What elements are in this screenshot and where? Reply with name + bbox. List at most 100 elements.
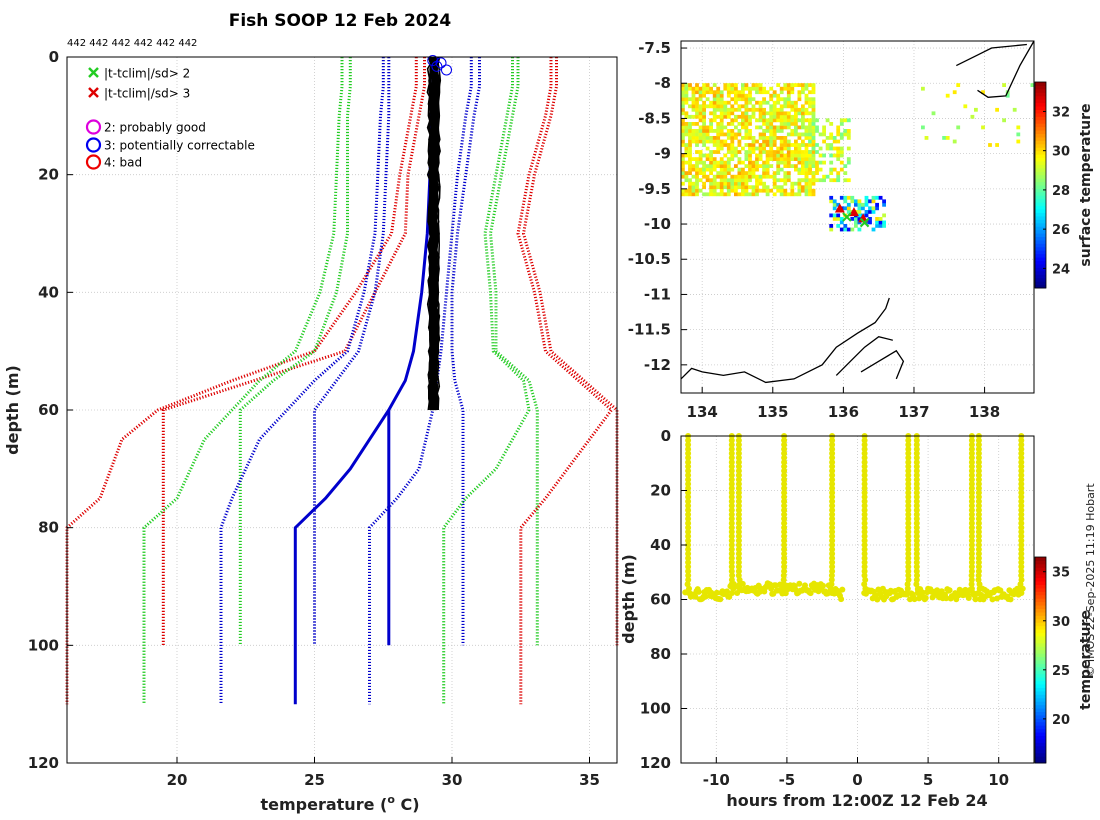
sst-cell	[808, 111, 812, 116]
sst-cell	[702, 104, 706, 109]
sst-cell	[741, 192, 745, 197]
time-point	[913, 498, 920, 505]
time-point	[975, 533, 982, 540]
sst-cell	[741, 114, 745, 119]
colorbar-segment	[1035, 116, 1046, 121]
sst-cell	[832, 167, 837, 172]
time-point	[685, 489, 692, 496]
time-point	[685, 507, 692, 514]
sst-cell	[797, 125, 802, 130]
sst-cell	[730, 167, 735, 172]
time-point	[975, 550, 982, 557]
sst-cell	[698, 132, 703, 137]
sst-cell	[815, 164, 819, 168]
sst-cell	[730, 97, 735, 102]
time-point	[965, 595, 972, 601]
tick-label-x: 25	[304, 771, 325, 789]
sst-cell	[726, 132, 731, 137]
sst-cell	[712, 174, 717, 179]
sst-cell	[786, 111, 791, 116]
sst-cell	[762, 171, 766, 175]
tick-label-y: 40	[38, 283, 59, 301]
time-point	[1018, 563, 1025, 570]
sst-cell	[695, 100, 699, 105]
sst-cell	[839, 160, 844, 165]
time-point	[968, 489, 975, 496]
sst-cell	[755, 178, 759, 183]
sst-cell	[751, 192, 756, 197]
sst-cell	[681, 129, 685, 133]
time-point	[905, 528, 912, 535]
time-point	[735, 563, 742, 570]
sst-cell	[730, 174, 735, 179]
time-point	[975, 459, 982, 466]
sst-cell	[684, 83, 689, 87]
sst-cell	[762, 188, 766, 193]
sst-cell	[769, 188, 774, 193]
sst-cell	[712, 185, 717, 190]
chart-title: Fish SOOP 12 Feb 2024	[229, 11, 452, 31]
colorbar-segment	[1035, 260, 1046, 265]
sst-cell	[723, 100, 728, 105]
series-blue-left-1	[313, 57, 391, 646]
sst-cell	[744, 129, 749, 133]
sst-cell	[737, 143, 742, 147]
colorbar-segment	[1035, 728, 1046, 733]
time-point	[976, 581, 983, 588]
sst-cell	[804, 171, 809, 175]
sst-cell	[804, 125, 809, 130]
map-tick-label-y: -11.5	[628, 321, 671, 339]
colorbar-tick-label: 26	[1052, 223, 1070, 238]
sst-cell	[786, 93, 791, 98]
tick-label-x: 30	[442, 771, 463, 789]
sst-cell	[758, 114, 763, 119]
sst-cell	[741, 118, 745, 123]
sst-cell	[688, 104, 692, 109]
sst-cell	[825, 136, 830, 140]
sst-cell	[748, 167, 752, 172]
sst-cell	[772, 157, 777, 161]
time-point	[975, 481, 982, 487]
time-point	[968, 524, 975, 531]
sst-cell	[723, 143, 728, 147]
sst-cell	[712, 129, 717, 133]
time-point	[913, 437, 920, 444]
sst-cell	[702, 118, 706, 123]
sst-cell	[758, 146, 763, 151]
sst-cell	[822, 153, 826, 158]
sst-cell	[734, 132, 738, 137]
sst-cell	[794, 83, 798, 87]
sst-cell	[688, 129, 692, 133]
sst-cell	[857, 213, 862, 218]
map-tick-label-y: -10.5	[628, 250, 671, 268]
sst-cell	[712, 157, 717, 161]
sst-cell	[839, 227, 844, 232]
colorbar-segment	[1035, 666, 1046, 671]
sst-cell	[719, 178, 724, 183]
sst-cell	[836, 139, 841, 144]
time-point	[975, 572, 982, 579]
time-point	[1018, 467, 1025, 474]
sst-cell	[846, 136, 851, 140]
sst-cell	[688, 122, 692, 126]
sst-cell	[811, 188, 816, 193]
sst-cell	[719, 93, 724, 98]
time-point	[861, 546, 868, 553]
sst-cell	[811, 129, 816, 133]
time-point	[829, 494, 836, 500]
time-point	[975, 555, 982, 562]
sst-cell	[921, 86, 925, 91]
sst-cell	[804, 164, 809, 168]
colorbar-segment	[1035, 584, 1046, 589]
time-point	[781, 533, 788, 540]
sst-cell	[765, 157, 770, 161]
sst-cell	[779, 160, 784, 165]
sst-cell	[878, 224, 883, 228]
sst-cell	[691, 129, 696, 133]
sst-cell	[751, 136, 756, 140]
time-point	[913, 524, 920, 531]
time-point	[685, 550, 692, 557]
sst-cell	[836, 217, 841, 221]
sst-cell	[737, 139, 742, 144]
sst-cell	[1030, 83, 1035, 87]
